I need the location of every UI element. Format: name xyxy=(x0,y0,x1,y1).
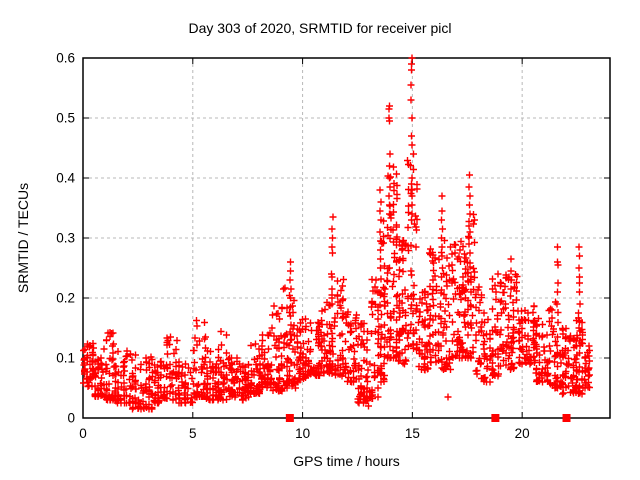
y-tick-label: 0 xyxy=(67,411,75,426)
event-square-marker xyxy=(285,414,294,422)
y-tick-label: 0.6 xyxy=(56,51,75,66)
event-square-marker xyxy=(562,414,571,422)
y-tick-label: 0.5 xyxy=(56,111,75,126)
x-tick-label: 10 xyxy=(295,426,310,441)
chart-title: Day 303 of 2020, SRMTID for receiver pic… xyxy=(188,20,452,36)
x-tick-label: 5 xyxy=(189,426,197,441)
tick-marks xyxy=(82,57,610,419)
y-tick-label: 0.2 xyxy=(56,291,75,306)
x-tick-label: 20 xyxy=(515,426,530,441)
y-tick-label: 0.4 xyxy=(56,171,75,186)
scatter-points xyxy=(80,54,593,413)
y-axis-label: SRMTID / TECUs xyxy=(15,182,31,294)
event-square-marker xyxy=(491,414,500,422)
y-tick-label: 0.1 xyxy=(56,351,75,366)
grid-lines xyxy=(83,58,610,418)
x-tick-label: 15 xyxy=(405,426,420,441)
x-tick-label: 0 xyxy=(79,426,87,441)
y-tick-label: 0.3 xyxy=(56,231,75,246)
x-axis-label: GPS time / hours xyxy=(293,453,400,469)
